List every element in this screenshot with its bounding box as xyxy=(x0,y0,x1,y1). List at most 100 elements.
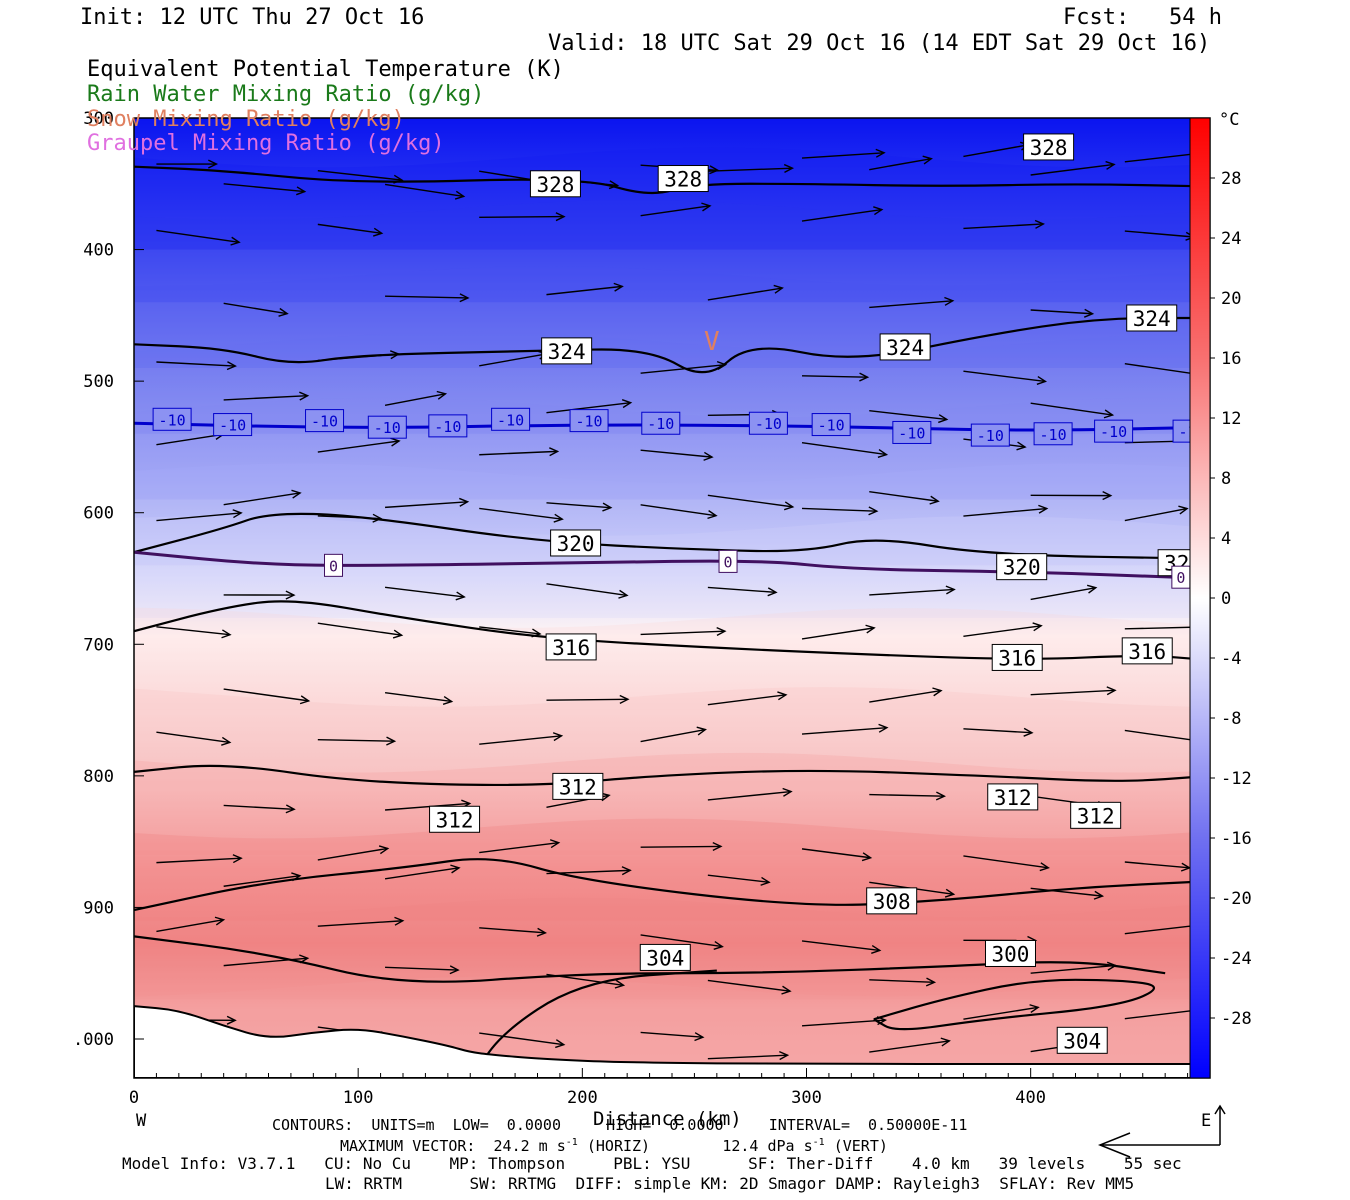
wind-vector-head xyxy=(450,864,461,874)
wind-vector xyxy=(223,804,295,811)
wind-vector-head xyxy=(871,944,882,954)
init-time: Init: 12 UTC Thu 27 Oct 16 xyxy=(80,5,425,30)
wind-vector-head xyxy=(938,414,949,424)
theta-e-contour-304 xyxy=(474,969,717,1078)
wind-vector xyxy=(156,512,242,522)
temp-label-box xyxy=(718,549,738,573)
temp-label: 0 xyxy=(329,557,338,575)
temp-label-box xyxy=(748,411,788,435)
wind-vector xyxy=(869,300,953,309)
contour-label-box xyxy=(1126,304,1178,332)
wind-vector-head xyxy=(1086,584,1098,594)
wind-vector xyxy=(801,726,887,735)
wind-vector-head xyxy=(696,726,707,736)
wind-vector xyxy=(223,688,309,702)
colorbar-tick-label: 20 xyxy=(1221,289,1241,309)
contour-label: 312 xyxy=(1077,804,1115,828)
shading-band xyxy=(134,200,1210,303)
wind-vector-head xyxy=(1016,441,1027,451)
wind-vector-head xyxy=(1034,219,1045,229)
wind-vector xyxy=(479,215,565,218)
contour-label-box xyxy=(529,170,581,198)
wind-vector-head xyxy=(932,687,943,697)
colorbar-tick-label: -20 xyxy=(1221,889,1252,909)
wind-vector-head xyxy=(716,626,727,637)
temp-label: -10 xyxy=(374,419,401,437)
temp-label: -10 xyxy=(434,418,461,436)
wind-vector-head xyxy=(221,629,232,639)
shading-bands xyxy=(134,147,1210,1078)
temp-label-box xyxy=(641,411,681,435)
contour-label-box xyxy=(545,633,597,661)
wind-vector xyxy=(546,285,623,296)
wind-vector-head xyxy=(221,736,232,746)
wind-vector xyxy=(384,867,460,880)
theta-e-contour-300 xyxy=(873,978,1156,1031)
wind-vector-head xyxy=(865,624,876,634)
wind-vector xyxy=(384,183,464,198)
wind-vector xyxy=(156,857,242,864)
wind-vector xyxy=(963,855,1049,869)
colorbar-tick-label: 24 xyxy=(1221,229,1241,249)
wind-vector-head xyxy=(619,694,630,704)
contour-label-box xyxy=(984,939,1036,967)
wind-vector-head xyxy=(232,854,243,864)
wind-vector xyxy=(640,449,713,458)
wind-vector-head xyxy=(1106,686,1117,696)
temp-label: -10 xyxy=(576,413,603,431)
temp-label-box xyxy=(811,413,851,437)
wind-vector-head xyxy=(773,284,784,294)
wind-vector-head xyxy=(600,792,611,802)
wind-vector xyxy=(317,739,395,742)
wind-vector-head xyxy=(925,977,937,987)
contour-label: 328 xyxy=(1030,136,1068,160)
wind-vector-head xyxy=(707,510,718,520)
x-axis-title: Distance (km) xyxy=(593,1108,742,1130)
wind-vector xyxy=(707,287,783,301)
colorbar-tick-label: -12 xyxy=(1221,769,1252,789)
wind-vector xyxy=(384,691,452,703)
wind-vector xyxy=(1124,861,1190,869)
wind-vector xyxy=(640,934,723,948)
wind-vector-head xyxy=(929,495,940,505)
contour-label-box xyxy=(879,333,931,361)
contour-label: 316 xyxy=(998,646,1036,670)
temp-label-box xyxy=(305,409,345,433)
wind-vector xyxy=(1124,1008,1201,1020)
wind-vector xyxy=(546,583,628,597)
contour-label: 316 xyxy=(1128,640,1166,664)
temp-label-box xyxy=(367,415,407,439)
wind-vector xyxy=(707,874,770,883)
wind-vector xyxy=(801,208,882,222)
wind-vector xyxy=(385,802,470,811)
wind-vector xyxy=(869,793,945,797)
wind-vector xyxy=(801,441,887,456)
colorbar-tick-label: -16 xyxy=(1221,829,1252,849)
contour-label-box xyxy=(1070,801,1122,829)
wind-vector xyxy=(707,167,793,172)
wind-vector xyxy=(479,1032,564,1046)
y-axis: 300 400 500 600 700 800 900 .000 xyxy=(73,109,144,1050)
x-tick-label: 300 xyxy=(791,1088,822,1108)
wind-vector-head xyxy=(1105,160,1116,170)
wind-vector xyxy=(707,979,791,992)
wind-vector xyxy=(801,152,885,159)
x-tick-label: 200 xyxy=(567,1088,598,1108)
temp-label: 0 xyxy=(724,553,733,571)
wind-vector xyxy=(156,626,231,636)
contour-label-box xyxy=(429,805,481,833)
wind-vector-head xyxy=(618,589,629,599)
wind-vector-head xyxy=(945,585,956,595)
temp-label-box xyxy=(569,409,609,433)
theta-e-contour-328 xyxy=(134,165,1210,195)
colorbar: 28 24 20 16 12 8 4 0 -4 -8 -12 -16 -20 -24 -28 xyxy=(1189,117,1252,1079)
wind-vector-head xyxy=(621,399,633,409)
temp-label: -10 xyxy=(311,413,338,431)
wind-vector-head xyxy=(291,489,302,499)
wind-vector-head xyxy=(873,206,884,216)
wind-vector xyxy=(1030,587,1096,601)
wind-vector xyxy=(546,698,628,701)
contour-label: 324 xyxy=(886,336,924,360)
temp-label-box xyxy=(491,407,531,431)
wind-vector-head xyxy=(459,497,470,507)
